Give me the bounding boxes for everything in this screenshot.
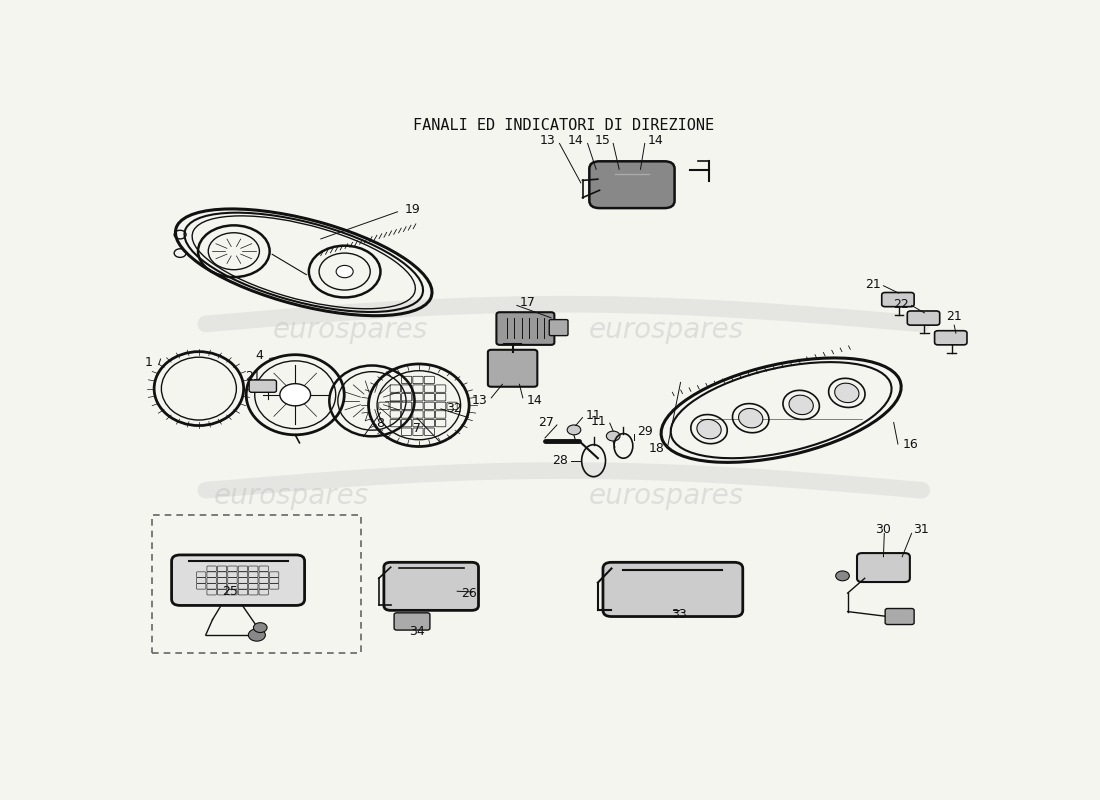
- Ellipse shape: [835, 383, 859, 402]
- Text: 25: 25: [221, 586, 238, 598]
- Text: 14: 14: [568, 134, 583, 147]
- Circle shape: [568, 425, 581, 435]
- Text: 4: 4: [256, 350, 264, 362]
- Text: FANALI ED INDICATORI DI DIREZIONE: FANALI ED INDICATORI DI DIREZIONE: [414, 118, 714, 133]
- Text: 15: 15: [595, 134, 610, 147]
- Text: 19: 19: [405, 203, 420, 216]
- Text: 21: 21: [245, 370, 261, 382]
- Text: eurospares: eurospares: [588, 482, 744, 510]
- Text: 11: 11: [586, 410, 602, 422]
- FancyBboxPatch shape: [394, 613, 430, 630]
- FancyBboxPatch shape: [886, 609, 914, 625]
- FancyBboxPatch shape: [488, 350, 537, 386]
- Circle shape: [249, 629, 265, 641]
- Circle shape: [337, 266, 353, 278]
- Text: 31: 31: [913, 523, 930, 536]
- Text: 27: 27: [538, 416, 553, 429]
- Text: 26: 26: [462, 586, 477, 600]
- Circle shape: [606, 431, 620, 441]
- Text: 34: 34: [409, 626, 425, 638]
- Text: 16: 16: [903, 438, 918, 450]
- FancyBboxPatch shape: [549, 320, 568, 336]
- Ellipse shape: [697, 419, 722, 439]
- Text: 18: 18: [649, 442, 664, 455]
- Text: eurospares: eurospares: [588, 316, 744, 344]
- Text: 21: 21: [946, 310, 962, 322]
- Text: 32: 32: [447, 402, 462, 415]
- FancyBboxPatch shape: [935, 330, 967, 345]
- FancyBboxPatch shape: [603, 562, 742, 617]
- Text: 33: 33: [671, 608, 686, 621]
- Ellipse shape: [738, 409, 762, 428]
- FancyBboxPatch shape: [857, 553, 910, 582]
- FancyBboxPatch shape: [384, 562, 478, 610]
- Text: 28: 28: [552, 454, 568, 467]
- Text: 17: 17: [519, 296, 536, 309]
- Text: 13: 13: [539, 134, 556, 147]
- FancyBboxPatch shape: [496, 312, 554, 345]
- Text: 21: 21: [865, 278, 881, 291]
- FancyBboxPatch shape: [250, 380, 276, 392]
- Text: 29: 29: [637, 426, 652, 438]
- Text: 22: 22: [893, 298, 909, 310]
- Text: 14: 14: [526, 394, 542, 407]
- FancyBboxPatch shape: [172, 555, 305, 606]
- Text: 30: 30: [876, 523, 891, 536]
- FancyBboxPatch shape: [882, 293, 914, 306]
- Text: eurospares: eurospares: [213, 482, 368, 510]
- Text: 14: 14: [647, 134, 663, 147]
- Text: 11: 11: [591, 414, 606, 428]
- Circle shape: [836, 571, 849, 581]
- Text: eurospares: eurospares: [273, 316, 428, 344]
- Circle shape: [253, 622, 267, 633]
- Text: 1: 1: [145, 356, 153, 369]
- Ellipse shape: [789, 395, 813, 414]
- Circle shape: [279, 384, 310, 406]
- Text: 7: 7: [414, 422, 421, 435]
- Text: 8: 8: [376, 417, 385, 430]
- Text: 13: 13: [471, 394, 487, 407]
- FancyBboxPatch shape: [908, 311, 939, 325]
- FancyBboxPatch shape: [590, 162, 674, 208]
